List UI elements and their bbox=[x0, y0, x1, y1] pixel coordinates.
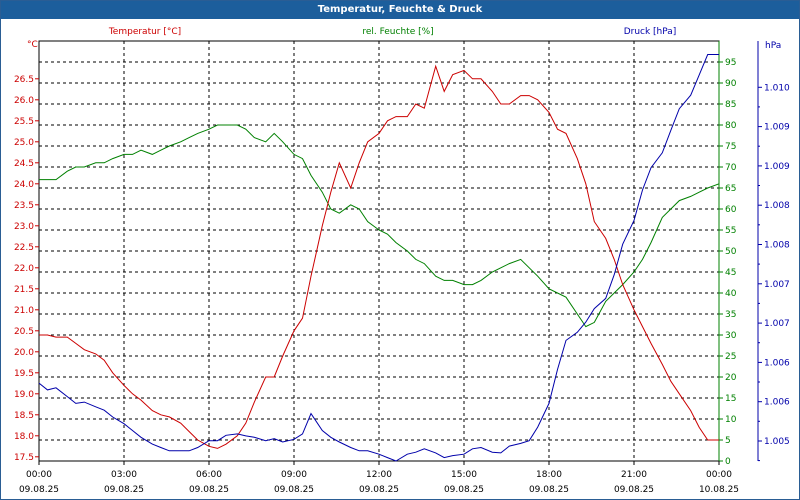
temp-tick-label: 23.0 bbox=[14, 222, 34, 232]
humidity-tick-label: 45 bbox=[725, 268, 736, 278]
pressure-tick-label: 1.008 bbox=[764, 241, 790, 251]
humidity-axis-title: rel. Feuchte [%] bbox=[362, 27, 433, 37]
temp-tick-label: 18.0 bbox=[14, 432, 34, 442]
date-tick-label: 09.08.25 bbox=[274, 485, 314, 495]
date-tick-label: 09.08.25 bbox=[614, 485, 654, 495]
humidity-tick-label: 30 bbox=[725, 331, 737, 341]
humidity-tick-label: 60 bbox=[725, 205, 737, 215]
temp-axis-title: Temperatur [°C] bbox=[108, 27, 181, 37]
humidity-tick-label: 80 bbox=[725, 121, 737, 131]
humidity-tick-label: 20 bbox=[725, 373, 737, 383]
date-tick-label: 09.08.25 bbox=[104, 485, 144, 495]
time-axis: 00:00 09.08.25 03:00 09.08.25 06:00 09.08.25 0… bbox=[19, 461, 739, 495]
pressure-axis: 1.005 1.006 1.006 1.007 1.007 1.008 1.008 1.009… bbox=[757, 41, 790, 462]
date-tick-label: 09.08.25 bbox=[19, 485, 59, 495]
humidity-tick-label: 40 bbox=[725, 289, 737, 299]
pressure-axis-title: Druck [hPa] bbox=[624, 27, 677, 37]
time-tick-label: 12:00 bbox=[366, 470, 392, 480]
pressure-tick-label: 1.010 bbox=[764, 83, 790, 93]
time-tick-label: 21:00 bbox=[621, 470, 647, 480]
temp-tick-label: 24.5 bbox=[14, 159, 34, 169]
data-series bbox=[38, 54, 720, 462]
temp-tick-label: 18.5 bbox=[14, 411, 34, 421]
temp-tick-label: 23.5 bbox=[14, 201, 34, 211]
date-tick-label: 09.08.25 bbox=[444, 485, 484, 495]
humidity-tick-label: 95 bbox=[725, 58, 736, 68]
humidity-tick-label: 75 bbox=[725, 142, 736, 152]
chart-title: Temperatur, Feuchte & Druck bbox=[1, 1, 799, 19]
temp-tick-label: 19.0 bbox=[14, 390, 34, 400]
humidity-tick-label: 70 bbox=[725, 163, 737, 173]
temp-tick-label: 22.0 bbox=[14, 264, 34, 274]
humidity-tick-label: 10 bbox=[725, 415, 737, 425]
humidity-tick-label: 90 bbox=[725, 79, 737, 89]
humidity-tick-label: 5 bbox=[725, 436, 731, 446]
time-tick-label: 15:00 bbox=[451, 470, 477, 480]
temp-tick-label: 25.0 bbox=[14, 138, 34, 148]
date-tick-label: 10.08.25 bbox=[699, 485, 739, 495]
pressure-tick-label: 1.007 bbox=[764, 280, 790, 290]
time-tick-label: 09:00 bbox=[281, 470, 307, 480]
temp-tick-label: 17.5 bbox=[14, 453, 34, 463]
temp-unit-label: °C bbox=[27, 40, 38, 50]
temperature-line bbox=[39, 64, 719, 449]
pressure-line bbox=[38, 54, 719, 462]
temp-tick-label: 24.0 bbox=[14, 180, 34, 190]
time-tick-label: 18:00 bbox=[536, 470, 562, 480]
axis-titles: °C Temperatur [°C] rel. Feuchte [%] Druck [… bbox=[27, 27, 781, 51]
pressure-tick-label: 1.006 bbox=[764, 398, 790, 408]
temperature-axis: 17.5 18.0 18.5 19.0 19.5 20.0 20.5 21.0 21.5 22.0… bbox=[14, 75, 39, 463]
humidity-tick-label: 50 bbox=[725, 247, 737, 257]
time-tick-label: 00:00 bbox=[706, 470, 732, 480]
time-tick-label: 00:00 bbox=[26, 470, 52, 480]
pressure-tick-label: 1.007 bbox=[764, 319, 790, 329]
pressure-unit-label: hPa bbox=[765, 41, 781, 51]
humidity-tick-label: 25 bbox=[725, 352, 736, 362]
temp-tick-label: 21.0 bbox=[14, 306, 34, 316]
humidity-tick-label: 85 bbox=[725, 100, 736, 110]
time-tick-label: 06:00 bbox=[196, 470, 222, 480]
humidity-tick-label: 55 bbox=[725, 226, 736, 236]
temp-tick-label: 25.5 bbox=[14, 117, 34, 127]
temp-tick-label: 22.5 bbox=[14, 243, 34, 253]
humidity-tick-label: 0 bbox=[725, 457, 731, 467]
pressure-tick-label: 1.008 bbox=[764, 201, 790, 211]
humidity-tick-label: 35 bbox=[725, 310, 736, 320]
humidity-axis: 0 5 10 15 20 25 30 35 40 45 50 55 60 65 70 75 80 85 90 95 bbox=[718, 41, 737, 467]
temp-tick-label: 26.0 bbox=[14, 96, 34, 106]
gridlines bbox=[39, 41, 719, 461]
humidity-line bbox=[39, 124, 720, 328]
temp-tick-label: 20.5 bbox=[14, 327, 34, 337]
pressure-tick-label: 1.009 bbox=[764, 123, 790, 133]
temp-tick-label: 19.5 bbox=[14, 369, 34, 379]
temp-tick-label: 20.0 bbox=[14, 348, 34, 358]
humidity-tick-label: 15 bbox=[725, 394, 736, 404]
date-tick-label: 09.08.25 bbox=[359, 485, 399, 495]
date-tick-label: 09.08.25 bbox=[529, 485, 569, 495]
temp-tick-label: 21.5 bbox=[14, 285, 34, 295]
humidity-tick-label: 65 bbox=[725, 184, 736, 194]
pressure-tick-label: 1.006 bbox=[764, 358, 790, 368]
time-tick-label: 03:00 bbox=[111, 470, 137, 480]
pressure-tick-label: 1.005 bbox=[764, 437, 790, 447]
pressure-tick-label: 1.009 bbox=[764, 162, 790, 172]
temp-tick-label: 26.5 bbox=[14, 75, 34, 85]
date-tick-label: 09.08.25 bbox=[189, 485, 229, 495]
